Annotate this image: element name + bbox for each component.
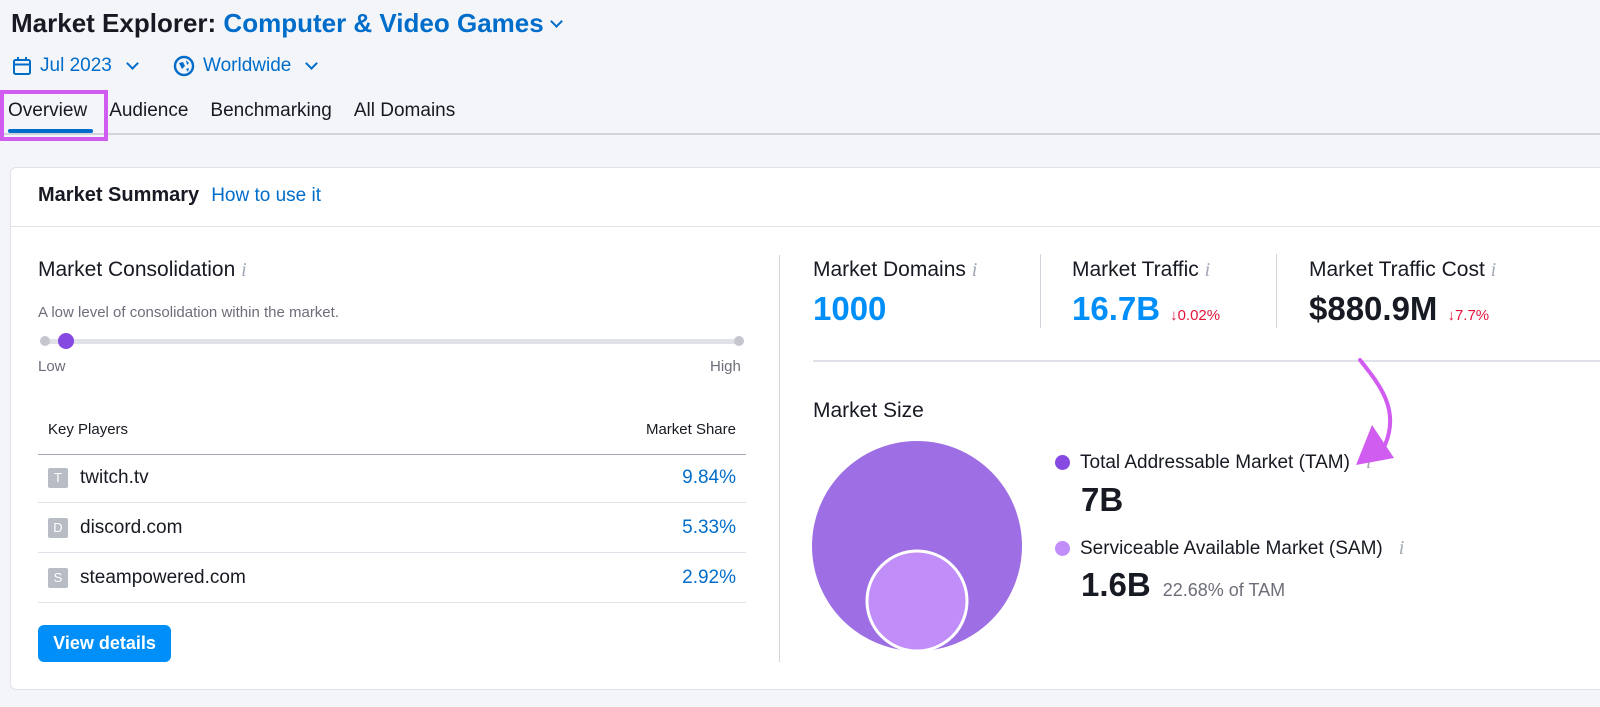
tam-label: Total Addressable Market (TAM)	[1080, 451, 1350, 473]
tam-legend: Total Addressable Market (TAM)i	[1055, 451, 1372, 474]
market-traffic-value: 16.7B	[1072, 290, 1161, 327]
market-share-value[interactable]: 9.84%	[682, 466, 736, 488]
metric-market-traffic-cost: Market Traffic Cost i $880.9M ↓7.7%	[1309, 258, 1497, 327]
slider-end-dot	[734, 336, 744, 346]
consolidation-description: A low level of consolidation within the …	[38, 304, 339, 321]
market-domains-value: 1000	[813, 290, 887, 327]
consolidation-slider	[40, 339, 744, 344]
sam-values: 1.6B 22.68% of TAM	[1081, 566, 1285, 604]
low-label: Low	[38, 358, 66, 375]
info-icon[interactable]: i	[1398, 537, 1405, 559]
info-icon[interactable]: i	[1204, 259, 1211, 281]
sam-legend: Serviceable Available Market (SAM) i	[1055, 537, 1404, 560]
favicon: D	[48, 517, 68, 538]
info-icon[interactable]: i	[241, 259, 247, 281]
metrics-divider	[813, 360, 1600, 362]
traffic-change: ↓0.02%	[1170, 307, 1221, 324]
domain: twitch.tv	[80, 466, 149, 488]
info-icon[interactable]: i	[1490, 259, 1497, 281]
card-header: Market Summary How to use it	[38, 184, 321, 207]
chevron-down-icon	[549, 15, 563, 28]
market-size-title: Market Size	[813, 399, 924, 422]
tab-all-domains[interactable]: All Domains	[353, 100, 456, 121]
tam-dot-icon	[1055, 455, 1070, 470]
domain: discord.com	[80, 516, 183, 538]
view-details-button[interactable]: View details	[38, 625, 171, 662]
tabs-divider	[0, 133, 1600, 135]
region-label: Worldwide	[203, 55, 292, 76]
market-share-value[interactable]: 5.33%	[682, 516, 736, 538]
key-players-header: Key Players Market Share	[38, 405, 746, 455]
sam-value: 1.6B	[1081, 566, 1151, 603]
date-selector[interactable]: Jul 2023	[12, 55, 139, 77]
column-divider	[779, 255, 780, 662]
tam-circle	[812, 441, 1022, 651]
active-tab-indicator	[8, 129, 93, 133]
market-traffic-cost-value: $880.9M	[1309, 290, 1438, 327]
highlight-box	[0, 90, 108, 141]
tam-value: 7B	[1081, 481, 1124, 518]
favicon: T	[48, 467, 68, 488]
metric-market-traffic: Market Traffic i 16.7B ↓0.02%	[1072, 258, 1221, 327]
info-icon[interactable]: i	[971, 259, 978, 281]
col-key-players: Key Players	[48, 421, 129, 438]
sam-dot-icon	[1055, 541, 1070, 556]
date-label: Jul 2023	[40, 55, 112, 76]
sam-label: Serviceable Available Market (SAM)	[1080, 537, 1383, 559]
category-selector[interactable]: Computer & Video Games	[223, 8, 563, 38]
tab-overview[interactable]: Overview	[8, 100, 88, 121]
metric-divider	[1276, 254, 1277, 328]
tab-benchmarking[interactable]: Benchmarking	[210, 100, 332, 121]
annotation-arrow-icon	[1356, 358, 1394, 465]
header-divider	[11, 226, 1600, 227]
col-market-share: Market Share	[645, 421, 736, 438]
high-label: High	[710, 358, 741, 375]
chevron-down-icon	[125, 56, 139, 70]
consolidation-level-marker	[58, 333, 75, 349]
page-title: Market Explorer: Computer & Video Games	[11, 8, 563, 39]
how-to-use-link[interactable]: How to use it	[211, 185, 322, 206]
globe-icon	[173, 55, 195, 77]
category-label: Computer & Video Games	[223, 8, 544, 38]
cost-change: ↓7.7%	[1447, 307, 1490, 324]
metric-divider	[1040, 254, 1041, 328]
title-prefix: Market Explorer:	[11, 8, 217, 38]
market-size-circles	[812, 441, 1022, 653]
slider-start-dot	[40, 336, 50, 346]
region-selector[interactable]: Worldwide	[173, 55, 319, 77]
card-title: Market Summary	[38, 184, 200, 206]
calendar-icon	[13, 57, 31, 75]
metric-market-domains: Market Domains i 1000	[813, 258, 978, 327]
sam-percent: 22.68% of TAM	[1162, 580, 1286, 600]
tab-bar: Overview Audience Benchmarking All Domai…	[8, 100, 455, 122]
favicon: S	[48, 567, 68, 588]
market-share-value[interactable]: 2.92%	[682, 566, 736, 588]
chevron-down-icon	[305, 56, 319, 70]
consolidation-title: Market Consolidation i	[38, 258, 247, 281]
domain: steampowered.com	[80, 566, 246, 588]
sam-circle	[865, 549, 969, 653]
tab-audience[interactable]: Audience	[109, 100, 189, 121]
